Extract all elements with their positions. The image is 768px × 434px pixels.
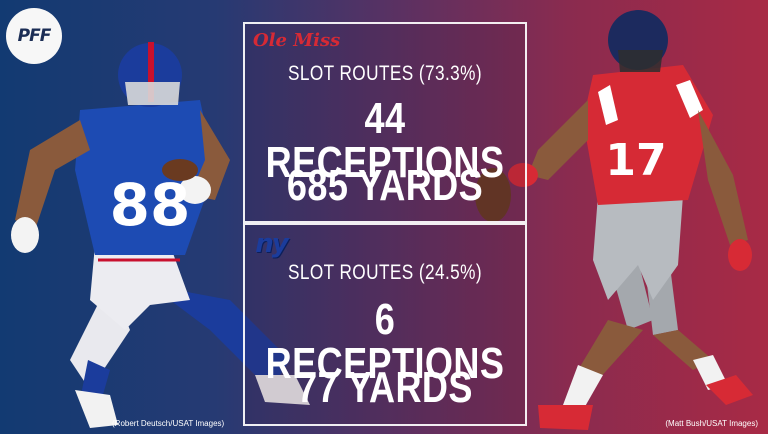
ole-miss-slot-routes: SLOT ROUTES (73.3%) [287, 62, 483, 85]
ole-miss-stats-panel: Ole Miss SLOT ROUTES (73.3%) 44 RECEPTIO… [243, 22, 527, 223]
giants-stats-panel: ny SLOT ROUTES (24.5%) 6 RECEPTIONS 77 Y… [243, 223, 527, 426]
right-photo-credit: (Matt Bush/USAT Images) [665, 419, 758, 428]
giants-logo: ny [255, 229, 288, 259]
left-photo-credit: (Robert Deutsch/USAT Images) [112, 419, 225, 428]
ole-miss-logo: Ole Miss [253, 30, 341, 51]
ole-miss-receptions: 44 RECEPTIONS [265, 94, 505, 187]
giants-slot-routes: SLOT ROUTES (24.5%) [287, 261, 483, 284]
pff-logo: PFF [6, 8, 62, 64]
giants-yards: 77 YARDS [297, 363, 473, 412]
left-player-photo: 88 [11, 42, 310, 428]
right-player-photo: 17 [475, 10, 753, 430]
ole-miss-yards: 685 YARDS [286, 161, 484, 210]
pff-logo-text: PFF [17, 26, 52, 46]
giants-receptions: 6 RECEPTIONS [265, 295, 505, 388]
left-jersey-number: 88 [110, 171, 191, 239]
right-jersey-number: 17 [605, 135, 666, 186]
